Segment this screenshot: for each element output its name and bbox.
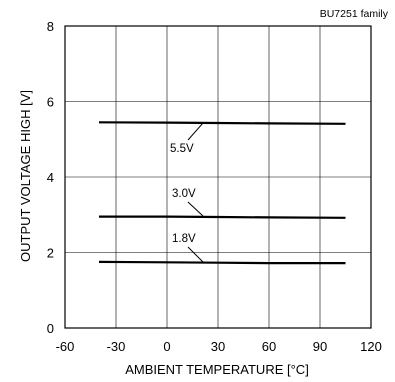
y-tick-label: 2 xyxy=(47,246,54,261)
series-label: 3.0V xyxy=(172,188,196,200)
x-tick-label: 30 xyxy=(211,339,225,354)
y-axis-label: OUTPUT VOLTAGE HIGH [V] xyxy=(18,90,33,262)
series-leader-line xyxy=(187,246,204,263)
y-tick-labels: 0 2 4 6 8 xyxy=(47,19,54,336)
y-tick-label: 8 xyxy=(47,19,54,34)
series-line xyxy=(98,260,346,265)
y-tick-label: 4 xyxy=(47,170,54,185)
series-line xyxy=(98,121,346,125)
x-axis-label: AMBIENT TEMPERATURE [°C] xyxy=(125,362,309,377)
x-tick-label: 0 xyxy=(163,339,170,354)
series-leader-line xyxy=(187,122,204,141)
series-leader-line xyxy=(187,201,204,217)
series-label: 1.8V xyxy=(172,233,196,245)
chart-annotation: BU7251 family xyxy=(320,8,389,20)
plot-frame xyxy=(64,25,372,329)
x-tick-label: -60 xyxy=(56,339,75,354)
x-tick-label: 60 xyxy=(262,339,276,354)
x-tick-label: 120 xyxy=(360,339,382,354)
x-tick-label: 90 xyxy=(313,339,327,354)
series-label: 5.5V xyxy=(170,143,194,155)
y-tick-label: 6 xyxy=(47,95,54,110)
x-tick-labels: -60 -30 0 30 60 90 120 xyxy=(56,339,382,354)
y-tick-label: 0 xyxy=(47,321,54,336)
series-line xyxy=(99,215,346,219)
grid-lines xyxy=(64,25,372,329)
x-tick-label: -30 xyxy=(107,339,126,354)
series-group: 5.5V 3.0V 1.8V xyxy=(98,121,346,265)
